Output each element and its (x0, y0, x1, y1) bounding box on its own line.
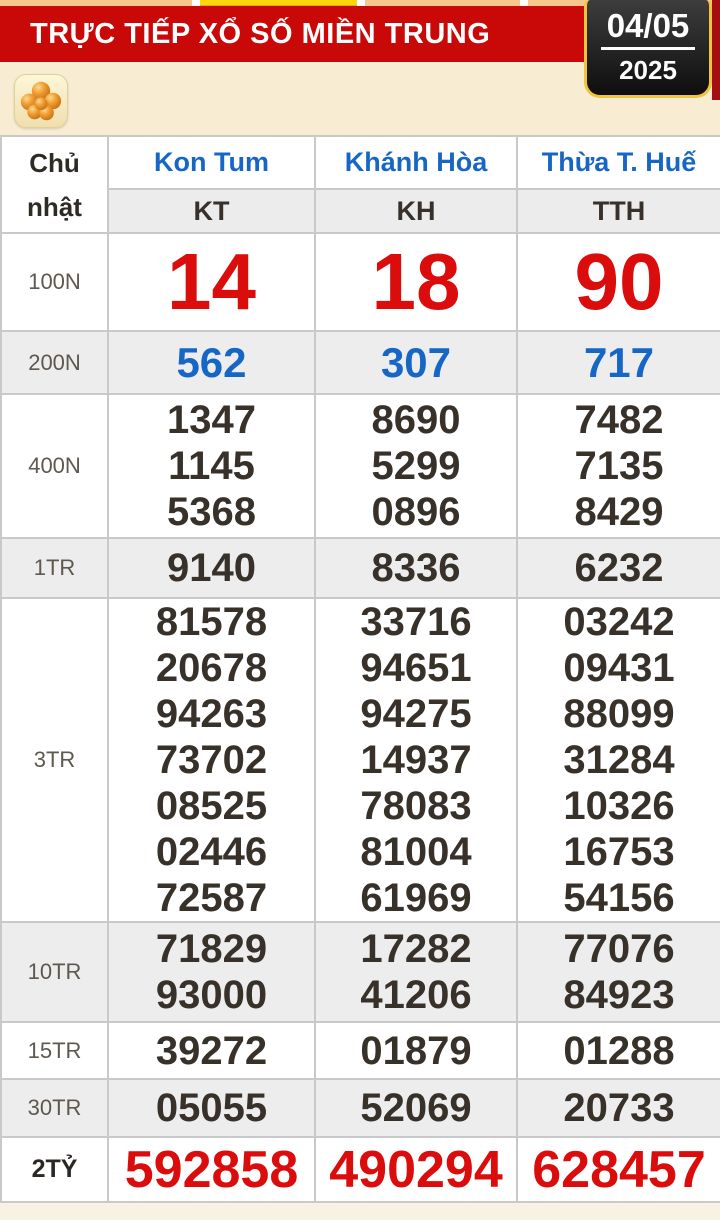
prize-row-2ty: 2TỶ 592858 490294 628457 (0, 1136, 720, 1203)
prize-value: 717 (516, 330, 720, 395)
prize-label: 400N (0, 393, 109, 539)
peanut-icon-button[interactable] (14, 74, 68, 128)
peanut-cluster-icon (20, 81, 62, 121)
prize-value: 52069 (314, 1078, 518, 1138)
prize-label: 15TR (0, 1021, 109, 1080)
prize-row-100n: 100N 14 18 90 (0, 232, 720, 332)
prize-value: 562 (107, 330, 316, 395)
prize-value: 7482 7135 8429 (516, 393, 720, 539)
prize-label: 1TR (0, 537, 109, 599)
prize-label: 200N (0, 330, 109, 395)
column-header-thua-thien-hue[interactable]: Thừa T. Huế (516, 135, 720, 190)
prize-row-30tr: 30TR 05055 52069 20733 (0, 1078, 720, 1138)
strip-segment (0, 0, 192, 6)
column-code-tth: TTH (516, 188, 720, 234)
date-selector[interactable]: 04/05 2025 (584, 0, 712, 98)
prize-value: 6232 (516, 537, 720, 599)
date-day-month: 04/05 (600, 8, 696, 50)
prize-value: 9140 (107, 537, 316, 599)
prize-value: 20733 (516, 1078, 720, 1138)
prize-row-3tr: 3TR 81578 20678 94263 73702 08525 02446 … (0, 597, 720, 923)
edge-accent (712, 0, 720, 100)
prize-value: 592858 (107, 1136, 316, 1203)
prize-value: 71829 93000 (107, 921, 316, 1023)
prize-label: 100N (0, 232, 109, 332)
prize-label: 10TR (0, 921, 109, 1023)
prize-row-1tr: 1TR 9140 8336 6232 (0, 537, 720, 599)
prize-value: 1347 1145 5368 (107, 393, 316, 539)
prize-value: 01879 (314, 1021, 518, 1080)
date-year: 2025 (619, 54, 677, 85)
prize-label: 3TR (0, 597, 109, 923)
prize-value: 307 (314, 330, 518, 395)
prize-label: 2TỶ (0, 1136, 109, 1203)
prize-value: 8336 (314, 537, 518, 599)
prize-value: 81578 20678 94263 73702 08525 02446 7258… (107, 597, 316, 923)
page-title: TRỰC TIẾP XỔ SỐ MIỀN TRUNG (30, 17, 491, 50)
prize-value: 01288 (516, 1021, 720, 1080)
column-header-kon-tum[interactable]: Kon Tum (107, 135, 316, 190)
prize-row-200n: 200N 562 307 717 (0, 330, 720, 395)
prize-row-10tr: 10TR 71829 93000 17282 41206 77076 84923 (0, 921, 720, 1023)
strip-segment-active-tab (200, 0, 357, 6)
prize-row-400n: 400N 1347 1145 5368 8690 5299 0896 7482 … (0, 393, 720, 539)
prize-value: 628457 (516, 1136, 720, 1203)
strip-segment (192, 0, 200, 6)
prize-value: 05055 (107, 1078, 316, 1138)
toolbar (0, 62, 720, 135)
prize-value: 33716 94651 94275 14937 78083 81004 6196… (314, 597, 518, 923)
column-code-kh: KH (314, 188, 518, 234)
prize-value: 14 (107, 232, 316, 332)
prize-value: 17282 41206 (314, 921, 518, 1023)
prize-value: 18 (314, 232, 518, 332)
prize-value: 39272 (107, 1021, 316, 1080)
prize-value: 03242 09431 88099 31284 10326 16753 5415… (516, 597, 720, 923)
prize-value: 8690 5299 0896 (314, 393, 518, 539)
prize-row-15tr: 15TR 39272 01879 01288 (0, 1021, 720, 1080)
results-table: Chủ nhật Kon Tum Khánh Hòa Thừa T. Huế K… (0, 135, 720, 1203)
prize-value: 90 (516, 232, 720, 332)
prize-value: 490294 (314, 1136, 518, 1203)
strip-segment (357, 0, 365, 6)
prize-label: 30TR (0, 1078, 109, 1138)
column-code-kt: KT (107, 188, 316, 234)
strip-segment (365, 0, 520, 6)
column-header-khanh-hoa[interactable]: Khánh Hòa (314, 135, 518, 190)
strip-segment (520, 0, 528, 6)
day-label: Chủ nhật (0, 135, 109, 234)
prize-value: 77076 84923 (516, 921, 720, 1023)
